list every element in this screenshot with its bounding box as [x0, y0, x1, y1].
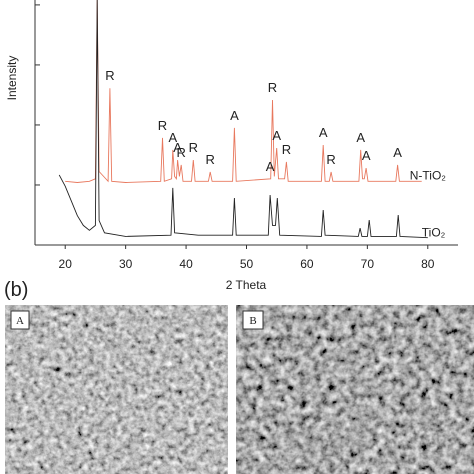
- x-tick-label: 60: [300, 257, 314, 271]
- x-axis-label: 2 Theta: [226, 278, 267, 292]
- peak-label: A: [173, 140, 182, 155]
- peak-label: R: [177, 145, 186, 160]
- peak-label: A: [230, 108, 239, 123]
- image-tag: B: [249, 315, 256, 327]
- peak-label: R: [158, 118, 167, 133]
- x-tick-label: 80: [421, 257, 435, 271]
- peak-label: R: [326, 152, 335, 167]
- x-tick-label: 70: [361, 257, 375, 271]
- peak-label: R: [189, 140, 198, 155]
- peak-label: A: [168, 130, 177, 145]
- image-tag: A: [16, 315, 24, 327]
- peak-label: R: [206, 152, 215, 167]
- peak-label: A: [272, 128, 281, 143]
- panel-label: (b): [4, 279, 28, 301]
- x-tick-label: 20: [59, 257, 73, 271]
- y-axis-label: Intensity: [5, 56, 19, 101]
- peak-label: R: [282, 142, 291, 157]
- sem-image: [236, 305, 474, 474]
- image-tag-box: [10, 310, 30, 330]
- peak-label: R: [268, 80, 277, 95]
- series-line: [58, 0, 428, 239]
- image-tag-box: [242, 310, 264, 330]
- peak-label: A: [266, 159, 275, 174]
- x-tick-label: 40: [179, 257, 193, 271]
- sem-image: [5, 305, 228, 474]
- peak-label: A: [393, 145, 402, 160]
- series-label: TiO₂: [422, 226, 446, 240]
- x-tick-label: 30: [119, 257, 133, 271]
- peak-label: A: [362, 148, 371, 163]
- series-line: [65, 0, 422, 183]
- peak-label: A: [356, 130, 365, 145]
- series-label: N-TiO₂: [410, 168, 447, 182]
- peak-label: R: [105, 68, 114, 83]
- peak-label: A: [319, 125, 328, 140]
- x-tick-label: 50: [240, 257, 254, 271]
